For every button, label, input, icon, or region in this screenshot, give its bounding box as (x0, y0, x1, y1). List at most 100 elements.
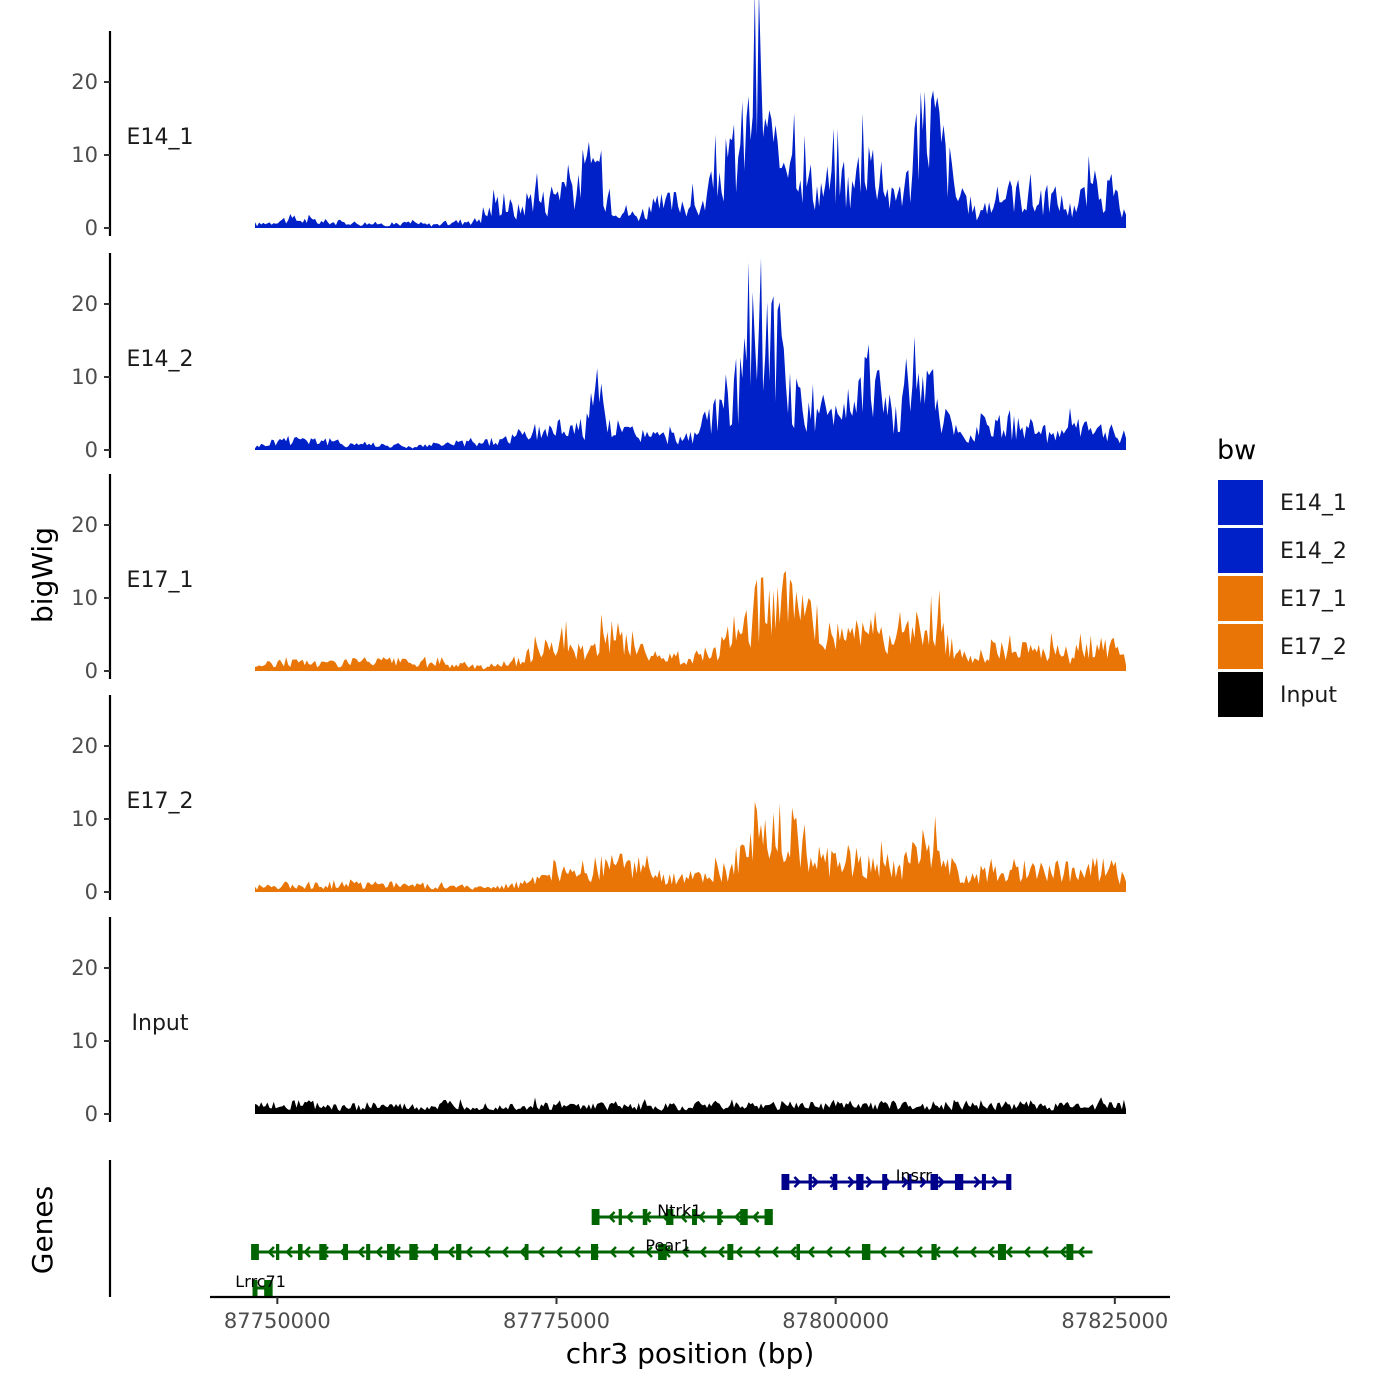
exon (434, 1244, 439, 1260)
exon (456, 1244, 462, 1260)
x-axis-title: chr3 position (bp) (566, 1337, 815, 1370)
exon (409, 1244, 418, 1260)
strand-arrow (303, 1246, 311, 1258)
strand-arrow (843, 1246, 851, 1258)
strand-arrow (865, 1176, 874, 1188)
strand-arrow (771, 1246, 779, 1258)
gene-label: Insrr (896, 1166, 932, 1185)
exon (764, 1209, 773, 1225)
legend-label: E14_2 (1280, 539, 1347, 564)
legend-label: E14_1 (1280, 491, 1347, 516)
strand-arrow (681, 1246, 689, 1258)
strand-arrow (573, 1246, 581, 1258)
exon (832, 1174, 838, 1190)
track-label: E14_2 (127, 347, 194, 372)
y-tick-label: 0 (85, 659, 98, 683)
exon (591, 1209, 600, 1225)
legend: bw E14_1 E14_2 E17_1 E17_2 Input (1217, 435, 1347, 717)
y-tick-label: 10 (71, 586, 98, 610)
exon (264, 1280, 273, 1296)
track-label: Input (132, 1011, 189, 1036)
x-axis: 87750000 87775000 87800000 87825000 chr3 pos… (210, 1295, 1170, 1370)
exon (717, 1209, 722, 1225)
strand-arrow (501, 1246, 509, 1258)
strand-arrow (645, 1246, 653, 1258)
y-tick-label: 10 (71, 807, 98, 831)
exon (276, 1244, 280, 1260)
track-Input: 0 10 20 Input (71, 917, 1126, 1126)
exon (907, 1174, 912, 1190)
exon (666, 1209, 674, 1225)
exon (808, 1174, 812, 1190)
track-E17_1: 0 10 20 E17_1 (71, 474, 1126, 683)
exon (251, 1244, 259, 1260)
strand-arrow (825, 1246, 833, 1258)
exon (1066, 1244, 1074, 1260)
strand-arrow (1077, 1246, 1085, 1258)
y-tick-label: 20 (71, 70, 98, 94)
exon (997, 1244, 1006, 1260)
strand-arrow (627, 1246, 635, 1258)
exon (692, 1209, 697, 1225)
y-tick-label: 10 (71, 365, 98, 389)
strand-arrow (969, 1246, 977, 1258)
legend-title: bw (1217, 435, 1256, 466)
track-label: E17_2 (127, 789, 194, 814)
strand-arrow (555, 1246, 563, 1258)
track-E17_2: 0 10 20 E17_2 (71, 695, 1126, 904)
y-tick-label: 20 (71, 734, 98, 758)
strand-arrow (679, 1211, 688, 1223)
area-Input (255, 1097, 1126, 1114)
strand-arrow (753, 1246, 761, 1258)
strand-arrow (1005, 1246, 1013, 1258)
exon (981, 1174, 986, 1190)
x-tick-label: 87800000 (782, 1309, 889, 1333)
strand-arrow (483, 1246, 491, 1258)
exon (727, 1244, 734, 1260)
strand-arrow (357, 1246, 365, 1258)
y-tick-label: 20 (71, 513, 98, 537)
strand-arrow (1041, 1246, 1049, 1258)
strand-arrow (393, 1246, 401, 1258)
strand-arrow (793, 1176, 802, 1188)
y-tick-label: 0 (85, 438, 98, 462)
strand-arrow (901, 1176, 910, 1188)
area-E14_1 (255, 0, 1126, 228)
y-tick-label: 20 (71, 956, 98, 980)
track-label: E17_1 (127, 568, 194, 593)
genes-title: Genes (26, 1186, 59, 1274)
exon (252, 1280, 258, 1296)
exon (796, 1244, 801, 1260)
strand-arrow (447, 1246, 455, 1258)
gene-Insrr: Insrr (781, 1166, 1012, 1190)
exon (781, 1174, 790, 1190)
exon (856, 1174, 864, 1190)
legend-label: Input (1280, 683, 1337, 708)
strand-arrow (915, 1246, 923, 1258)
area-E14_2 (255, 257, 1126, 450)
strand-arrow (375, 1246, 383, 1258)
strand-arrow (537, 1246, 545, 1258)
gene-label: Lrrc71 (235, 1272, 286, 1291)
strand-arrow (735, 1246, 743, 1258)
strand-arrow (733, 1211, 742, 1223)
gene-label: Ntrk1 (657, 1201, 701, 1220)
strand-arrow (879, 1246, 887, 1258)
strand-arrow (987, 1246, 995, 1258)
strand-arrow (951, 1246, 959, 1258)
gene-Lrrc71: Lrrc71 (235, 1272, 286, 1296)
exon (298, 1244, 303, 1260)
strand-arrow (519, 1246, 527, 1258)
strand-arrow (607, 1211, 616, 1223)
y-tick-label: 0 (85, 1102, 98, 1126)
track-E14_1: 0 10 20 E14_1 (71, 0, 1126, 240)
strand-arrow (699, 1246, 707, 1258)
exon (387, 1244, 395, 1260)
exon (861, 1244, 871, 1260)
strand-arrow (609, 1246, 617, 1258)
strand-arrow (973, 1176, 982, 1188)
exon (931, 1244, 937, 1260)
exon (319, 1244, 327, 1260)
exon (658, 1244, 667, 1260)
